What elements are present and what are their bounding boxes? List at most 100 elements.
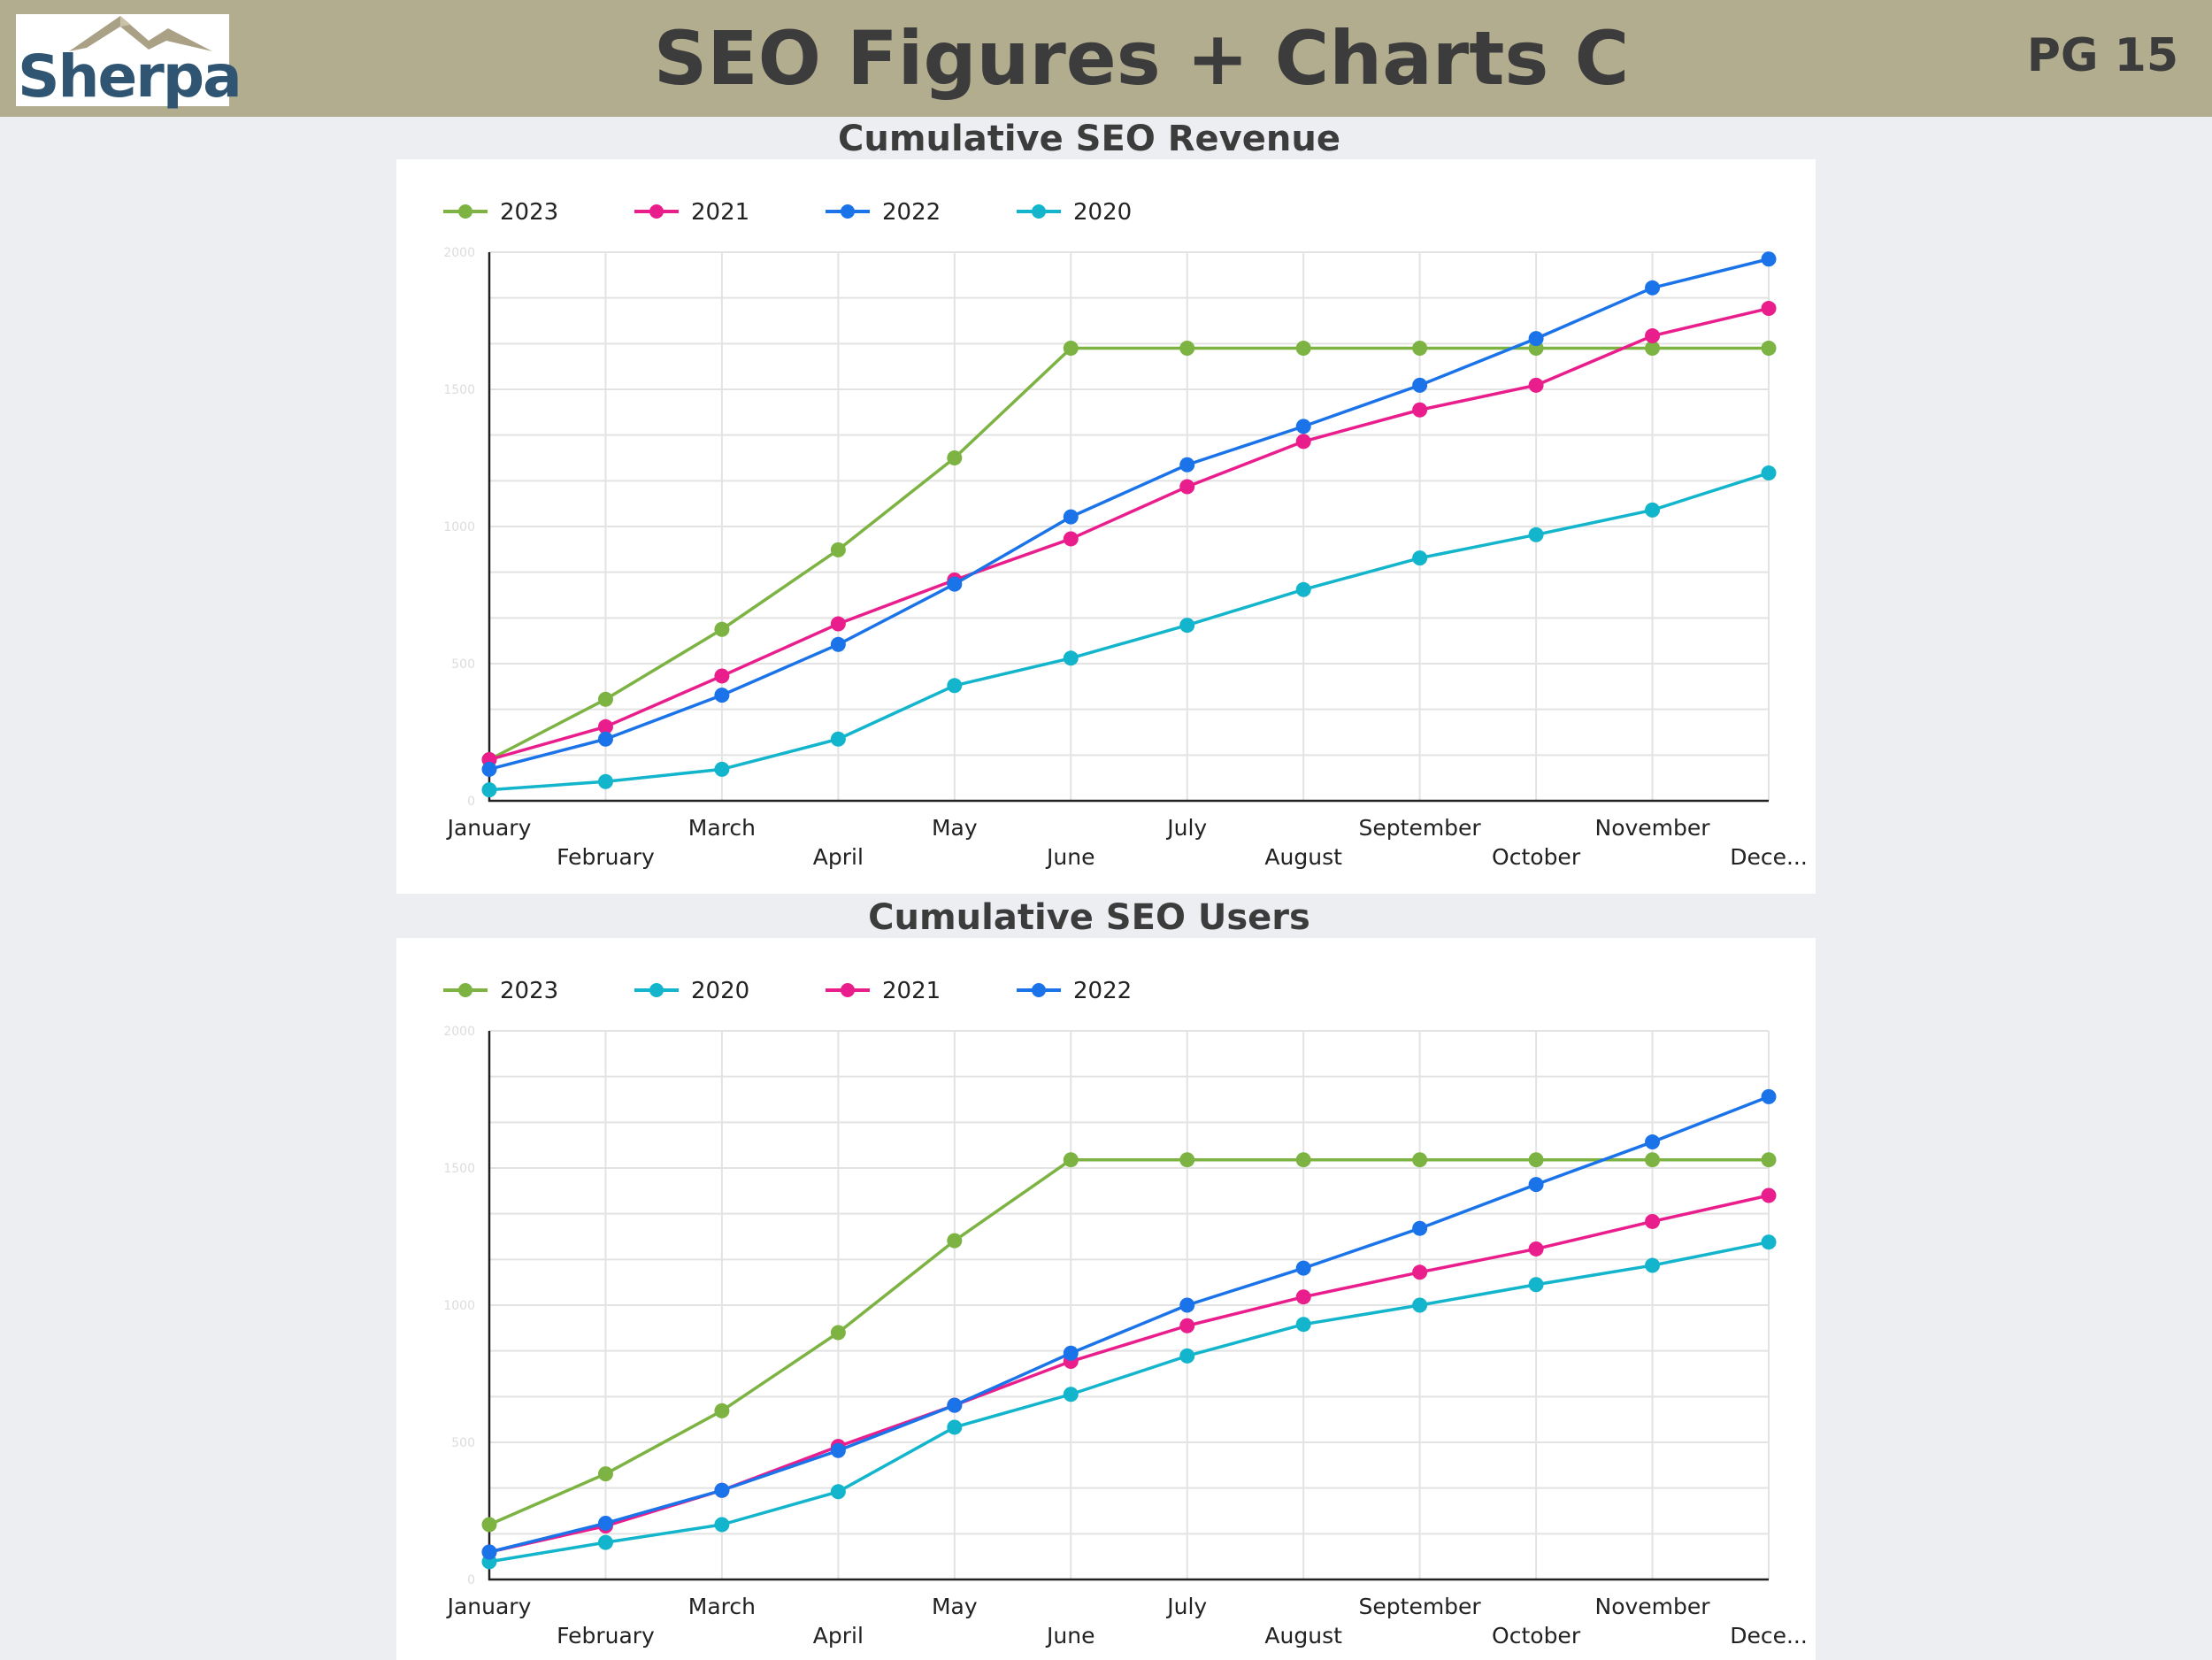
users-line-chart: 2023 2020 2021 2022 0 500 1000 1500 2000 January F… [443,978,1808,1648]
data-point [597,719,613,734]
y-tick-label: 500 [451,657,475,672]
data-point [1412,1297,1428,1313]
data-point [714,668,730,684]
legend-label: 2021 [882,978,941,1004]
legend-item-2023: 2023 [443,978,558,1004]
data-point [1645,280,1661,296]
data-point [1645,1152,1661,1168]
x-tick-label: October [1492,844,1581,870]
y-tick-label: 0 [467,795,475,809]
data-point [1295,419,1311,434]
data-point [1761,465,1777,481]
legend-item-2021: 2021 [634,199,749,226]
data-point [830,1442,846,1458]
data-point [830,542,846,557]
legend-item-2021: 2021 [826,978,941,1004]
data-point [1528,1277,1544,1293]
data-point [714,621,730,637]
data-point [481,1517,497,1533]
data-point [1645,328,1661,344]
data-point [1761,1187,1777,1203]
x-tick-label: March [688,815,756,841]
data-point [947,1419,963,1435]
data-point [1063,341,1079,356]
page-header: Sherpa SEO Figures + Charts C PG 15 [0,0,2212,117]
series-line [488,1240,1770,1564]
data-point [714,1403,730,1418]
legend-item-2020: 2020 [1017,199,1132,226]
data-point [1179,1152,1195,1168]
data-point [1295,1317,1311,1333]
data-point [830,616,846,632]
x-tick-label: May [932,815,978,841]
x-tick-label: April [813,1623,864,1648]
data-point [947,576,963,592]
x-tick-label: June [1045,1623,1094,1648]
data-point [1645,1134,1661,1150]
x-tick-label: September [1359,815,1482,841]
y-tick-label: 1500 [443,383,475,397]
x-tick-label: January [446,815,532,841]
data-point [830,1325,846,1341]
x-tick-label: November [1595,1594,1711,1619]
y-tick-label: 1000 [443,1299,475,1313]
data-point [1412,1220,1428,1236]
legend-label: 2023 [500,978,558,1004]
legend-item-2023: 2023 [443,199,558,226]
legend-item-2020: 2020 [634,978,749,1004]
series-2022 [481,251,1777,777]
data-point [1412,1152,1428,1168]
legend-marker [649,983,664,997]
series-2020 [481,1234,1777,1570]
y-tick-label: 1500 [443,1162,475,1176]
data-point [1063,531,1079,547]
legend-marker [841,204,855,219]
data-point [1295,581,1311,597]
data-point [597,691,613,707]
chart-panel-users: 2023 2020 2021 2022 0 500 1000 1500 2000 January F… [396,938,1816,1660]
data-point [1761,341,1777,356]
data-point [1179,457,1195,473]
data-point [1645,502,1661,518]
data-point [1412,341,1428,356]
y-tick-label: 1000 [443,520,475,534]
data-point [1528,377,1544,393]
data-point [1063,1152,1079,1168]
data-point [1761,301,1777,317]
data-point [714,761,730,777]
series-2022 [481,1088,1777,1560]
legend-marker [1032,204,1046,219]
y-tick-label: 2000 [443,1025,475,1039]
data-point [1528,1241,1544,1257]
x-tick-label: June [1045,844,1094,870]
data-point [1295,341,1311,356]
legend-marker [458,204,472,219]
data-point [1295,1260,1311,1276]
x-tick-label: July [1165,815,1207,841]
legend-marker [841,983,855,997]
x-tick-label: Dece... [1730,1623,1808,1648]
legend-marker [649,204,664,219]
data-point [1761,1152,1777,1168]
x-tick-label: September [1359,1594,1482,1619]
data-point [714,1517,730,1533]
legend-marker [458,983,472,997]
y-tick-label: 0 [467,1573,475,1587]
data-point [1645,1213,1661,1229]
page-number: PG 15 [2026,29,2178,82]
data-point [1179,341,1195,356]
x-tick-label: Dece... [1730,844,1808,870]
x-tick-label: February [557,1623,655,1648]
series-line [488,346,1769,762]
series-2023 [481,1152,1777,1533]
data-point [1412,550,1428,566]
x-tick-label: October [1492,1623,1581,1648]
data-point [1063,1387,1079,1403]
mountain-icon [69,16,212,51]
data-point [1761,1088,1777,1104]
data-point [597,1466,613,1482]
data-point [1412,402,1428,418]
data-point [830,636,846,652]
data-point [1179,618,1195,634]
data-point [1528,526,1544,542]
